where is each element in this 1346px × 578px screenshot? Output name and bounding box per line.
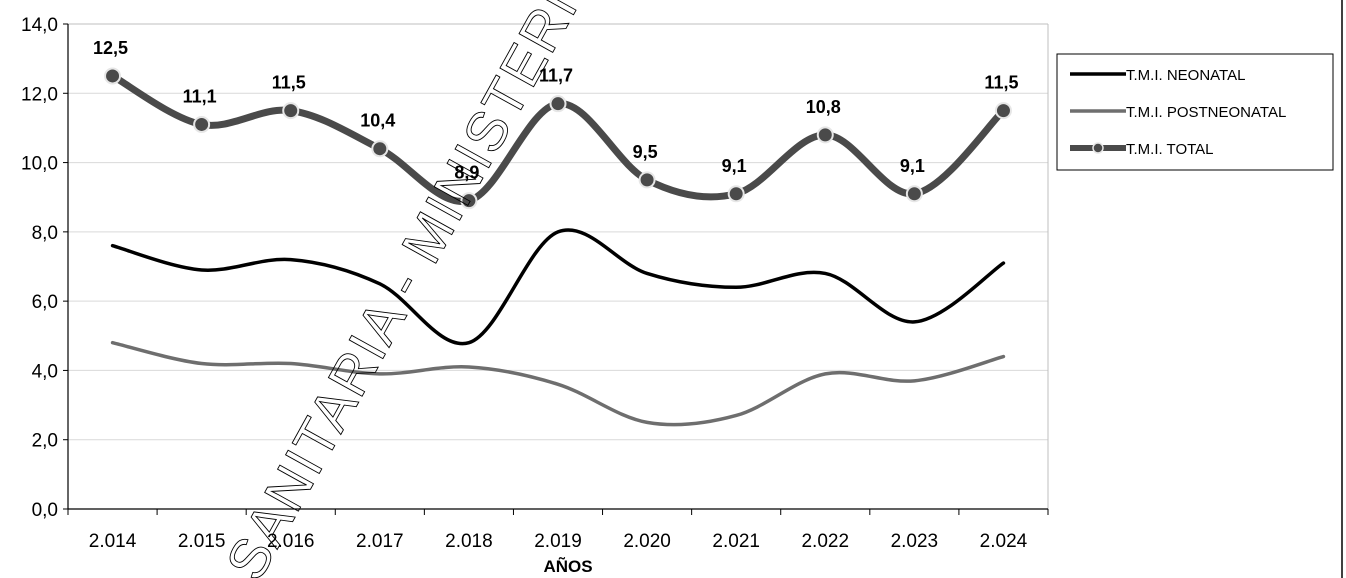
x-axis-title: AÑOS bbox=[543, 556, 592, 576]
total-point-marker bbox=[638, 171, 656, 189]
legend-label: T.M.I. POSTNEONATAL bbox=[1126, 104, 1286, 121]
y-tick-label: 0,0 bbox=[32, 500, 58, 521]
data-label: 11,5 bbox=[984, 73, 1018, 93]
total-point-marker bbox=[460, 192, 478, 210]
x-tick-label: 2.023 bbox=[891, 531, 939, 552]
data-label: 11,1 bbox=[183, 86, 217, 106]
y-tick-label: 2,0 bbox=[32, 431, 58, 452]
x-tick-label: 2.019 bbox=[534, 531, 582, 552]
x-tick-label: 2.018 bbox=[445, 531, 493, 552]
x-tick-label: 2.024 bbox=[980, 531, 1028, 552]
legend-label: T.M.I. NEONATAL bbox=[1126, 67, 1245, 84]
total-point-marker bbox=[371, 140, 389, 158]
data-labels: 12,5 11,1 11,5 10,4 8,9 11,7 9,5 9,1 10,8 9,1 11,5 bbox=[93, 38, 1018, 183]
legend: T.M.I. NEONATAL T.M.I. POSTNEONATAL T.M.I.… bbox=[1056, 53, 1334, 171]
y-tick-label: 4,0 bbox=[32, 361, 58, 382]
legend-label: T.M.I. TOTAL bbox=[1126, 141, 1214, 158]
data-label: 8,9 bbox=[454, 163, 479, 183]
total-point-marker bbox=[193, 115, 211, 133]
y-tick-label: 6,0 bbox=[32, 292, 58, 313]
x-tick-label: 2.020 bbox=[623, 531, 671, 552]
y-tick-labels: 0,0 2,0 4,0 6,0 8,0 10,0 12,0 14,0 bbox=[21, 15, 58, 521]
series-line-t-m-i-neonatal bbox=[110, 228, 1006, 346]
x-tick-label: 2.021 bbox=[712, 531, 760, 552]
gridlines bbox=[68, 23, 1049, 509]
total-point-marker bbox=[104, 67, 122, 85]
total-point-marker bbox=[816, 126, 834, 144]
y-tick-label: 12,0 bbox=[21, 84, 58, 105]
y-tick-label: 10,0 bbox=[21, 154, 58, 175]
total-point-marker bbox=[994, 102, 1012, 120]
data-label: 10,8 bbox=[806, 97, 841, 117]
x-tick-label: 2.015 bbox=[178, 531, 226, 552]
x-tick-label: 2.016 bbox=[267, 531, 315, 552]
data-label: 9,5 bbox=[633, 142, 658, 162]
total-point-marker bbox=[549, 95, 567, 113]
axes bbox=[63, 23, 1049, 515]
x-tick-label: 2.022 bbox=[801, 531, 849, 552]
series-group bbox=[104, 67, 1012, 427]
data-label: 9,1 bbox=[722, 156, 747, 176]
legend-marker bbox=[1092, 142, 1104, 154]
data-label: 10,4 bbox=[360, 111, 395, 131]
series-line-t-m-i-postneonatal bbox=[110, 340, 1006, 427]
x-tick-label: 2.017 bbox=[356, 531, 404, 552]
series-line-t-m-i-total bbox=[109, 72, 1007, 205]
x-tick-labels: 2.014 2.015 2.016 2.017 2.018 2.019 2.020 2.021… bbox=[89, 531, 1028, 552]
total-point-marker bbox=[282, 102, 300, 120]
data-label: 11,5 bbox=[272, 73, 306, 93]
y-tick-label: 8,0 bbox=[32, 223, 58, 244]
data-label: 12,5 bbox=[93, 38, 128, 58]
y-tick-label: 14,0 bbox=[21, 15, 58, 36]
x-tick-label: 2.014 bbox=[89, 531, 137, 552]
total-point-marker bbox=[727, 185, 745, 203]
data-label: 11,7 bbox=[539, 66, 573, 86]
total-point-marker bbox=[905, 185, 923, 203]
data-label: 9,1 bbox=[900, 156, 925, 176]
